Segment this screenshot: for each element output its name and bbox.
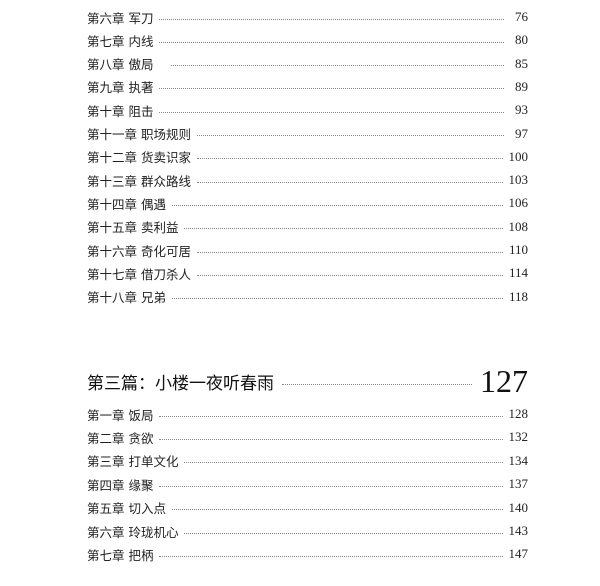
toc-entry: 第九章 执著 89 — [87, 77, 528, 97]
toc-entry: 第十二章 货卖识家 100 — [87, 147, 528, 167]
dot-leader — [196, 274, 503, 276]
chapter-title: 第十六章 奇化可居 — [87, 243, 191, 259]
toc-entry: 第十七章 借刀杀人 114 — [87, 263, 528, 283]
page-number: 110 — [508, 242, 528, 257]
dot-leader — [171, 204, 503, 206]
toc-entry: 第三章 打单文化 134 — [87, 451, 528, 471]
toc-entry: 第十五章 卖利益 108 — [87, 217, 528, 237]
dot-leader — [159, 415, 503, 417]
dot-leader — [159, 18, 504, 20]
dot-leader — [159, 438, 503, 440]
dot-leader — [159, 111, 504, 113]
part-heading: 第三篇：小楼一夜听春雨 127 — [87, 362, 528, 399]
chapter-title: 第一章 饭局 — [87, 407, 154, 423]
toc-entry: 第十三章 群众路线 103 — [87, 170, 528, 190]
page-number: 97 — [515, 125, 528, 141]
chapter-title: 第九章 执著 — [87, 80, 154, 96]
chapter-title: 第五章 切入点 — [87, 501, 166, 517]
toc-entry: 第十一章 职场规则 97 — [87, 124, 528, 144]
page-number: 100 — [508, 148, 529, 164]
page-number: 80 — [515, 32, 528, 48]
toc-entry: 第四章 缘聚 137 — [87, 474, 528, 494]
page-number: 128 — [508, 406, 529, 421]
part-title: 第三篇：小楼一夜听春雨 — [87, 373, 274, 394]
page-number: 85 — [515, 55, 528, 71]
dot-leader — [282, 383, 472, 385]
chapter-title: 第八章 傲局 — [87, 57, 166, 73]
chapter-title: 第七章 内线 — [87, 33, 154, 49]
toc-entry: 第二章 贪欲 132 — [87, 427, 528, 447]
toc-entry: 第七章 把柄 147 — [87, 544, 528, 564]
chapter-title: 第十三章 群众路线 — [87, 173, 191, 189]
part-page-number: 127 — [480, 362, 528, 399]
dot-leader — [196, 135, 504, 136]
dot-leader — [159, 485, 503, 487]
toc-entry: 第十八章 兄弟 118 — [87, 287, 528, 307]
chapter-title: 第三章 打单文化 — [87, 454, 179, 470]
chapter-title: 第十四章 偶遇 — [87, 196, 166, 212]
page-number: 103 — [508, 172, 529, 188]
chapter-title: 第六章 军刀 — [87, 10, 154, 26]
chapter-title: 第二章 贪欲 — [87, 430, 154, 446]
toc-entry: 第七章 内线 80 — [87, 30, 528, 50]
page-number: 106 — [508, 195, 529, 211]
toc-entry: 第十六章 奇化可居 110 — [87, 240, 528, 260]
dot-leader — [196, 158, 503, 160]
dot-leader — [184, 228, 503, 230]
page-number: 89 — [515, 78, 528, 94]
dot-leader — [171, 65, 504, 67]
page-number: 132 — [508, 429, 529, 445]
page-number: 93 — [515, 102, 528, 118]
dot-leader — [159, 41, 504, 43]
page-number: 140 — [508, 499, 529, 515]
toc-entry: 第十四章 偶遇 106 — [87, 193, 528, 213]
chapter-title: 第十章 阻击 — [87, 103, 154, 119]
page-number: 134 — [508, 452, 529, 468]
page-number: 108 — [508, 218, 529, 234]
dot-leader — [159, 555, 503, 557]
page-number: 147 — [508, 546, 529, 562]
chapter-title: 第十二章 货卖识家 — [87, 150, 191, 166]
chapter-title: 第十五章 卖利益 — [87, 220, 179, 236]
chapter-title: 第十八章 兄弟 — [87, 290, 166, 306]
toc-entry: 第十章 阻击 93 — [87, 100, 528, 120]
dot-leader — [196, 181, 503, 183]
toc-entry: 第一章 饭局 128 — [87, 404, 528, 424]
dot-leader — [159, 88, 504, 90]
dot-leader — [184, 532, 503, 534]
chapter-title: 第六章 玲珑机心 — [87, 524, 179, 540]
dot-leader — [196, 251, 503, 253]
dot-leader — [171, 509, 503, 511]
page-number: 76 — [515, 9, 528, 24]
toc-entry: 第八章 傲局 85 — [87, 54, 528, 74]
toc-entry: 第六章 玲珑机心 143 — [87, 521, 528, 541]
chapter-title: 第十一章 职场规则 — [87, 127, 191, 142]
dot-leader — [184, 462, 503, 464]
page-number: 118 — [508, 288, 528, 304]
page-number: 143 — [508, 523, 529, 538]
page-number: 114 — [508, 265, 528, 281]
chapter-title: 第十七章 借刀杀人 — [87, 266, 191, 282]
toc-entry: 第六章 军刀 76 — [87, 7, 528, 27]
page-number: 137 — [508, 476, 529, 492]
toc-entry: 第五章 切入点 140 — [87, 498, 528, 518]
dot-leader — [171, 298, 503, 300]
chapter-title: 第七章 把柄 — [87, 547, 154, 563]
chapter-title: 第四章 缘聚 — [87, 477, 154, 493]
